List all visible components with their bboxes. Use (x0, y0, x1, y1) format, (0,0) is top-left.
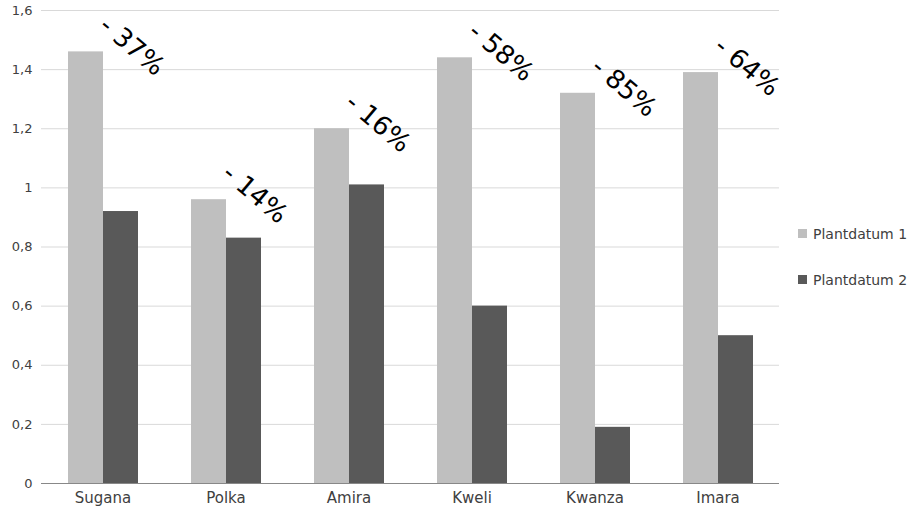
svg-text:1,4: 1,4 (12, 62, 33, 77)
svg-text:0,8: 0,8 (12, 239, 33, 254)
svg-text:1,2: 1,2 (12, 121, 33, 136)
svg-text:Kwanza: Kwanza (566, 489, 624, 507)
svg-text:- 85%: - 85% (586, 51, 663, 122)
svg-text:0,4: 0,4 (12, 357, 33, 372)
svg-text:Amira: Amira (327, 489, 371, 507)
svg-text:Polka: Polka (206, 489, 245, 507)
svg-text:Kweli: Kweli (452, 489, 492, 507)
html-text:Plantdatum 2: Plantdatum 2 (813, 271, 908, 288)
svg-text:- 58%: - 58% (463, 16, 540, 87)
svg-text:1: 1 (24, 180, 32, 195)
svg-text:- 14%: - 14% (217, 158, 294, 229)
html-text:Plantdatum 1: Plantdatum 1 (813, 225, 908, 242)
svg-text:- 16%: - 16% (340, 87, 417, 158)
svg-text:0,2: 0,2 (12, 417, 33, 432)
svg-text:1,6: 1,6 (12, 3, 33, 18)
svg-text:0,6: 0,6 (12, 298, 33, 313)
svg-text:Sugana: Sugana (75, 489, 131, 507)
svg-text:0: 0 (24, 476, 32, 491)
svg-text:- 37%: - 37% (94, 10, 171, 81)
svg-text:Imara: Imara (696, 489, 740, 507)
svg-text:- 64%: - 64% (709, 31, 786, 102)
